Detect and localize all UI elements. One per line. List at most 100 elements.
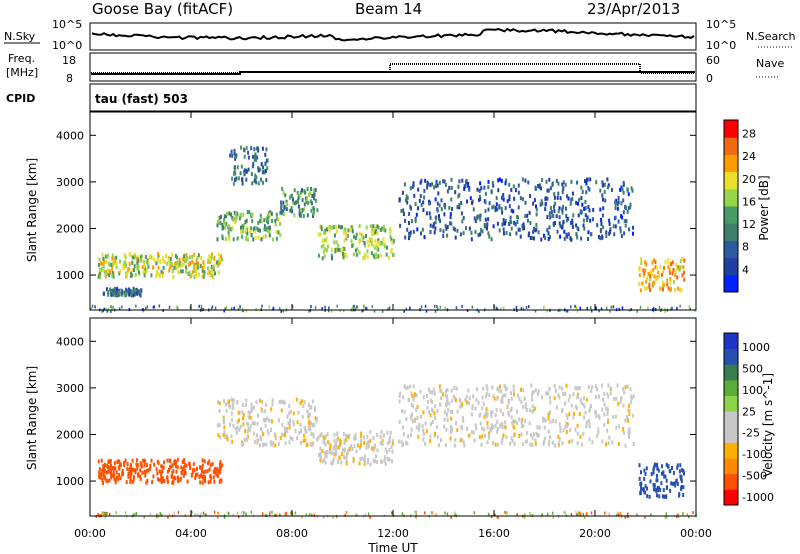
scatter-cell — [398, 393, 401, 398]
scatter-cell — [412, 229, 415, 234]
scatter-cell — [413, 418, 416, 423]
scatter-cell — [531, 397, 534, 402]
scatter-cell — [175, 261, 178, 266]
scatter-cell — [321, 256, 324, 261]
scatter-cell — [682, 485, 685, 490]
scatter-cell — [315, 419, 318, 424]
scatter-cell — [218, 470, 221, 475]
scatter-cell — [415, 425, 418, 430]
scatter-cell — [647, 306, 649, 310]
scatter-cell — [112, 466, 115, 471]
scatter-cell — [368, 236, 371, 241]
scatter-cell — [546, 309, 548, 313]
scatter-cell — [100, 458, 103, 463]
scatter-cell — [672, 267, 675, 272]
scatter-cell — [496, 396, 499, 401]
scatter-cell — [586, 512, 588, 516]
scatter-cell — [339, 309, 341, 313]
scatter-cell — [97, 274, 100, 279]
scatter-cell — [210, 307, 213, 311]
scatter-cell — [133, 513, 135, 517]
scatter-cell — [415, 407, 418, 412]
scatter-cell — [507, 400, 510, 405]
scatter-cell — [192, 462, 195, 467]
scatter-cell — [520, 307, 523, 311]
scatter-cell — [328, 228, 331, 233]
scatter-cell — [419, 194, 422, 198]
scatter-cell — [423, 195, 426, 200]
scatter-cell — [129, 480, 132, 484]
scatter-cell — [327, 309, 330, 313]
scatter-cell — [636, 513, 638, 517]
scatter-cell — [587, 237, 589, 241]
scatter-cell — [177, 269, 180, 274]
scatter-cell — [144, 269, 147, 274]
scatter-cell — [652, 309, 655, 313]
scatter-cell — [580, 196, 583, 201]
scatter-cell — [543, 425, 546, 430]
scatter-cell — [410, 391, 413, 396]
scatter-cell — [522, 197, 524, 202]
scatter-cell — [199, 264, 202, 269]
scatter-cell — [228, 233, 230, 238]
scatter-cell — [231, 153, 234, 158]
scatter-cell — [130, 468, 133, 473]
scatter-cell — [569, 428, 572, 433]
scatter-cell — [494, 442, 497, 447]
scatter-cell — [160, 480, 163, 484]
scatter-cell — [618, 307, 620, 311]
scatter-cell — [566, 416, 569, 421]
scatter-cell — [409, 233, 412, 238]
scatter-cell — [286, 414, 289, 419]
scatter-cell — [347, 448, 350, 453]
scatter-cell — [466, 199, 468, 204]
scatter-cell — [426, 405, 429, 410]
scatter-cell — [146, 468, 149, 473]
scatter-cell — [587, 230, 590, 235]
scatter-cell — [269, 440, 272, 445]
scatter-cell — [534, 441, 537, 446]
scatter-cell — [156, 270, 158, 275]
scatter-cell — [486, 411, 489, 416]
scatter-cell — [122, 266, 125, 271]
scatter-cell — [250, 146, 253, 151]
scatter-cell — [543, 436, 546, 441]
scatter-cell — [557, 209, 560, 214]
scatter-cell — [429, 439, 431, 444]
scatter-cell — [537, 184, 540, 188]
scatter-cell — [478, 435, 481, 440]
scatter-cell — [274, 432, 277, 437]
scatter-cell — [263, 224, 266, 229]
scatter-cell — [304, 438, 307, 443]
scatter-cell — [250, 172, 253, 177]
scatter-cell — [548, 442, 551, 447]
scatter-cell — [175, 469, 178, 474]
scatter-cell — [137, 473, 140, 478]
scatter-cell — [233, 306, 235, 310]
scatter-cell — [628, 412, 631, 417]
scatter-cell — [128, 467, 131, 472]
scatter-cell — [545, 179, 548, 184]
colorbar-swatch — [724, 426, 738, 443]
scatter-cell — [346, 434, 349, 438]
scatter-cell — [487, 185, 490, 190]
scatter-cell — [510, 436, 513, 441]
scatter-cell — [432, 222, 435, 227]
scatter-cell — [131, 467, 134, 472]
scatter-cell — [429, 398, 432, 403]
scatter-cell — [638, 476, 641, 481]
scatter-cell — [652, 482, 655, 487]
scatter-cell — [662, 470, 665, 475]
scatter-cell — [323, 247, 326, 252]
scatter-cell — [602, 397, 605, 402]
scatter-cell — [425, 429, 428, 434]
scatter-cell — [413, 193, 416, 198]
scatter-cell — [339, 442, 342, 446]
scatter-cell — [386, 450, 389, 455]
scatter-cell — [416, 227, 419, 232]
scatter-cell — [498, 205, 501, 210]
scatter-cell — [116, 286, 119, 291]
scatter-cell — [358, 250, 361, 255]
scatter-cell — [253, 147, 256, 152]
scatter-cell — [415, 515, 417, 519]
